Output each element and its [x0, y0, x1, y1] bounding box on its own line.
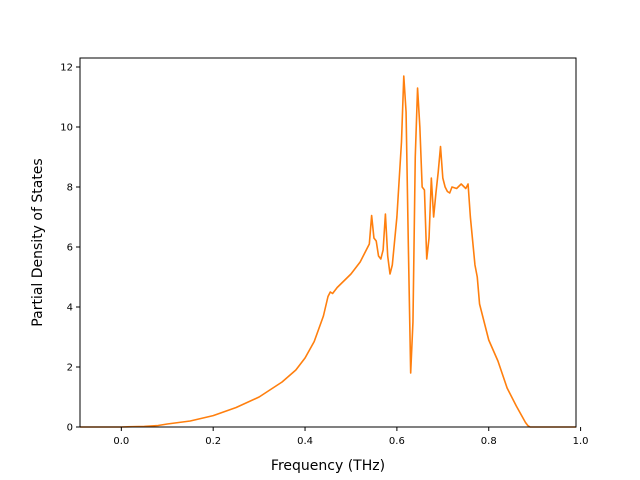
y-tick-label: 10	[60, 123, 73, 134]
pdos-series-line	[80, 75, 576, 428]
axes-frame	[79, 57, 577, 428]
x-tick-label: 0.2	[205, 436, 221, 447]
plot-area	[79, 57, 577, 428]
x-tick-label: 0.0	[113, 436, 129, 447]
x-tick-label: 1.0	[573, 436, 589, 447]
x-axis-label: Frequency (THz)	[271, 458, 385, 474]
y-tick-label: 6	[67, 243, 73, 254]
x-axis-ticks: 0.0 0.2 0.4 0.6 0.8 1.0	[113, 427, 589, 447]
y-tick-label: 2	[67, 363, 73, 374]
y-tick-label: 12	[60, 63, 73, 74]
x-tick-label: 0.6	[389, 436, 405, 447]
x-tick-label: 0.8	[481, 436, 497, 447]
series-layer	[80, 75, 576, 428]
x-tick-label: 0.4	[297, 436, 313, 447]
y-tick-label: 0	[67, 423, 73, 434]
y-tick-label: 4	[67, 303, 73, 314]
y-axis-ticks: 0 2 4 6 8 10 12	[60, 63, 80, 434]
y-tick-label: 8	[67, 183, 73, 194]
y-axis-label: Partial Density of States	[30, 158, 46, 326]
